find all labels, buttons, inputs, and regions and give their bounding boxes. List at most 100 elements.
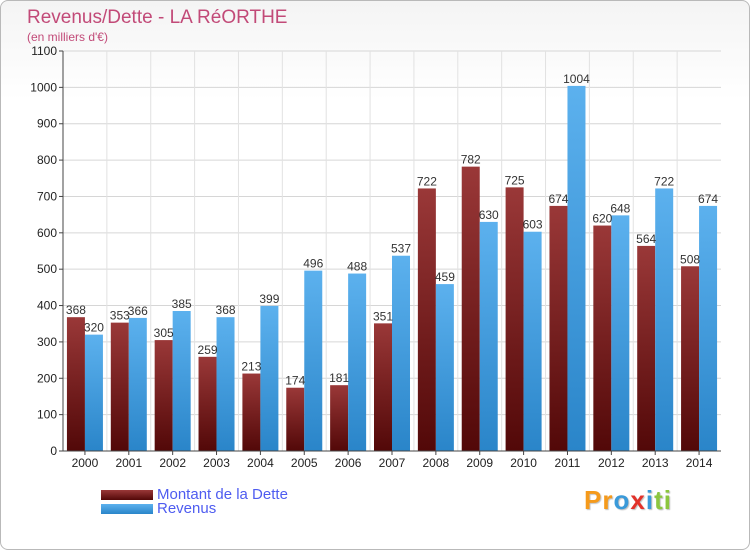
legend-label-debt: Montant de la Dette	[157, 486, 288, 503]
legend-label-revenue: Revenus	[157, 500, 217, 517]
y-tick-label: 400	[37, 299, 57, 313]
data-label: 385	[172, 297, 192, 311]
bar-dette	[505, 187, 524, 451]
y-tick-label: 0	[50, 444, 57, 458]
legend-swatch-debt	[101, 490, 153, 500]
bar-dette	[417, 188, 436, 452]
y-tick-label: 600	[37, 226, 57, 240]
data-label: 368	[216, 303, 236, 317]
x-tick-label: 2012	[598, 456, 625, 470]
bar-revenus	[128, 317, 147, 451]
y-tick-label: 700	[37, 189, 57, 203]
bar-dette	[154, 340, 173, 451]
x-tick-label: 2004	[247, 456, 274, 470]
legend-item-revenue: Revenus	[101, 500, 401, 517]
bar-dette	[637, 245, 656, 451]
bar-dette	[461, 166, 480, 452]
logo-letter: o	[613, 485, 631, 515]
chart-subtitle: (en milliers d'€)	[27, 30, 108, 44]
proxiti-logo: Proxiti	[584, 485, 672, 516]
data-label: 174	[285, 374, 305, 388]
logo-letter: t	[654, 485, 664, 515]
data-label: 213	[241, 360, 261, 374]
bar-revenus	[216, 317, 235, 451]
x-tick-label: 2001	[115, 456, 142, 470]
data-label: 564	[636, 232, 656, 246]
bar-revenus	[567, 85, 586, 451]
x-tick-label: 2014	[686, 456, 713, 470]
bar-revenus	[699, 205, 718, 451]
data-label: 305	[154, 326, 174, 340]
y-tick-label: 300	[37, 335, 57, 349]
x-tick-label: 2009	[466, 456, 493, 470]
data-label: 537	[391, 242, 411, 256]
chart-title: Revenus/Dette - LA RéORTHE	[27, 7, 288, 28]
bar-revenus	[479, 221, 498, 451]
bar-revenus	[172, 311, 191, 451]
data-label: 181	[329, 371, 349, 385]
data-label: 782	[461, 153, 481, 167]
bar-dette	[198, 356, 217, 451]
data-label: 320	[84, 321, 104, 335]
data-label: 722	[417, 174, 437, 188]
bar-dette	[374, 323, 392, 451]
bar-revenus	[392, 255, 410, 451]
y-tick-label: 200	[37, 371, 57, 385]
data-label: 674	[698, 192, 718, 206]
bar-dette	[593, 225, 612, 451]
x-tick-label: 2011	[555, 456, 581, 470]
data-label: 722	[654, 174, 674, 188]
data-label: 648	[610, 201, 630, 215]
bar-revenus	[435, 284, 454, 451]
x-tick-label: 2002	[159, 456, 186, 470]
bar-dette	[549, 205, 568, 451]
bar-dette	[681, 266, 700, 451]
data-label: 459	[435, 270, 455, 284]
bar-dette	[330, 385, 349, 451]
data-label: 620	[592, 212, 612, 226]
bar-revenus	[655, 188, 674, 452]
data-label: 368	[66, 303, 86, 317]
data-label: 353	[110, 309, 130, 323]
data-label: 1004	[563, 72, 590, 86]
bar-revenus	[84, 334, 103, 451]
bar-dette	[110, 322, 129, 451]
bar-dette	[242, 373, 261, 451]
legend-swatch-revenue	[101, 504, 153, 514]
y-tick-label: 1000	[30, 80, 57, 94]
bar-dette	[286, 387, 305, 451]
bar-revenus	[260, 305, 279, 451]
x-tick-label: 2003	[203, 456, 230, 470]
x-tick-label: 2007	[379, 456, 406, 470]
logo-letter: P	[584, 485, 603, 515]
data-label: 674	[548, 192, 568, 206]
data-label: 603	[523, 218, 543, 232]
x-tick-label: 2006	[335, 456, 362, 470]
y-tick-label: 800	[37, 153, 57, 167]
logo-letter: x	[630, 485, 646, 515]
data-label: 630	[479, 208, 499, 222]
y-tick-label: 1100	[31, 44, 57, 58]
x-tick-label: 2013	[642, 456, 669, 470]
data-label: 399	[259, 292, 279, 306]
legend-item-debt: Montant de la Dette	[101, 486, 401, 503]
bar-revenus	[611, 215, 630, 451]
y-tick-label: 100	[37, 408, 57, 422]
data-label: 496	[303, 257, 323, 271]
x-tick-label: 2000	[72, 456, 99, 470]
logo-letter: r	[602, 485, 614, 515]
bar-revenus	[348, 273, 367, 451]
y-tick-label: 900	[37, 117, 57, 131]
data-label: 508	[680, 252, 700, 266]
data-label: 366	[128, 304, 148, 318]
data-label: 488	[347, 260, 367, 274]
bar-revenus	[304, 270, 323, 451]
x-tick-label: 2008	[423, 456, 450, 470]
data-label: 351	[373, 309, 393, 323]
x-tick-label: 2010	[510, 456, 537, 470]
logo-letter: i	[663, 485, 672, 515]
y-tick-label: 500	[37, 262, 57, 276]
data-label: 259	[198, 343, 218, 357]
